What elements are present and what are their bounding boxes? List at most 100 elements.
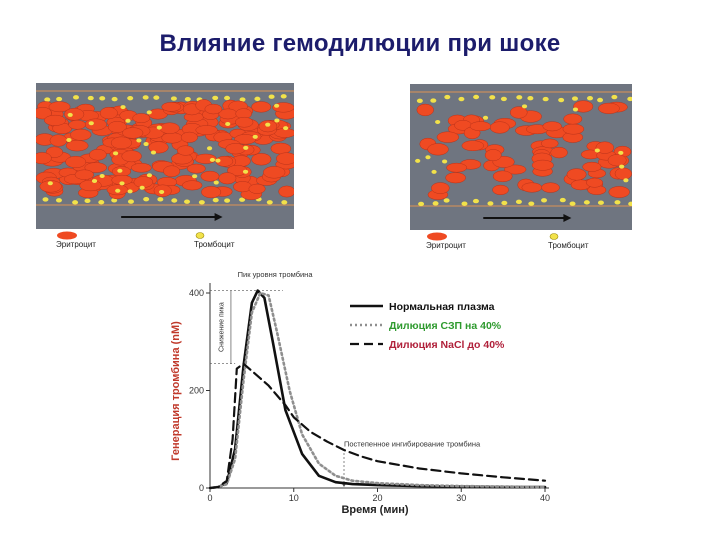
- erythrocyte: [510, 106, 528, 119]
- platelet: [571, 96, 578, 101]
- platelet-icon: [195, 232, 205, 239]
- platelet: [559, 197, 566, 203]
- erythrocyte: [122, 127, 144, 139]
- erythrocyte: [182, 180, 203, 191]
- platelet: [501, 200, 508, 206]
- platelet: [127, 199, 134, 204]
- erythrocyte: [531, 159, 554, 171]
- platelet: [542, 96, 549, 102]
- platelet: [198, 200, 205, 205]
- erythrocyte-icon: [57, 231, 77, 240]
- erythrocyte: [218, 172, 237, 185]
- platelet: [213, 180, 219, 185]
- platelet: [266, 200, 273, 205]
- platelet: [527, 96, 534, 101]
- platelet: [425, 155, 431, 160]
- x-tick-label: 20: [372, 493, 382, 503]
- series-line-1: [208, 289, 547, 490]
- platelet: [170, 96, 177, 101]
- platelet: [482, 115, 489, 120]
- platelet: [254, 96, 261, 102]
- erythrocyte: [48, 101, 71, 113]
- platelet: [418, 201, 425, 207]
- erythrocyte: [36, 106, 52, 120]
- erythrocyte: [68, 119, 86, 130]
- legend-rbc-label: Эритроцит: [56, 240, 96, 249]
- platelet: [541, 198, 548, 203]
- platelet: [281, 200, 288, 205]
- erythrocyte: [148, 141, 169, 154]
- erythrocyte: [278, 185, 294, 198]
- erythrocyte: [573, 100, 594, 113]
- erythrocyte: [461, 140, 484, 152]
- erythrocyte: [235, 116, 254, 128]
- erythrocyte: [598, 102, 620, 114]
- platelet: [119, 181, 125, 186]
- platelet: [619, 164, 625, 169]
- erythrocyte: [492, 184, 509, 195]
- platelet: [184, 96, 191, 102]
- erythrocyte: [65, 155, 87, 169]
- platelet: [516, 95, 523, 100]
- erythrocyte: [614, 167, 632, 180]
- platelet: [224, 198, 231, 203]
- platelet: [239, 97, 246, 102]
- platelet: [99, 96, 106, 101]
- platelet: [125, 118, 131, 123]
- platelet: [44, 97, 51, 102]
- erythrocyte: [445, 172, 466, 184]
- platelet: [444, 94, 451, 100]
- erythrocyte: [607, 154, 627, 167]
- thrombin-chart: 0 10 20 30 40 0 200 400 Пик уровня тромбина Сниж…: [158, 258, 558, 525]
- platelet: [242, 169, 249, 174]
- legend-platelet-label: Тромбоцит: [548, 241, 589, 250]
- platelet: [156, 125, 162, 130]
- platelet: [431, 169, 437, 174]
- erythrocyte: [195, 125, 218, 135]
- platelet: [212, 197, 219, 203]
- platelet: [99, 174, 105, 179]
- erythrocyte: [436, 131, 460, 143]
- platelet: [472, 198, 479, 204]
- erythrocyte: [204, 103, 223, 115]
- platelet: [171, 198, 178, 203]
- platelet: [139, 185, 145, 190]
- platelet: [239, 197, 246, 202]
- platelet: [146, 173, 153, 178]
- platelet: [569, 201, 576, 206]
- platelet: [209, 157, 216, 162]
- platelet: [628, 201, 632, 207]
- platelet: [224, 95, 231, 101]
- vessel-illustration-normal: Эритроцит Тромбоцит: [36, 83, 294, 249]
- platelet: [42, 197, 49, 202]
- platelet: [112, 151, 119, 156]
- platelet: [56, 96, 63, 102]
- platelet: [430, 98, 437, 103]
- platelet: [461, 201, 468, 206]
- erythrocyte: [225, 143, 246, 155]
- legend-label: Дилюция NaCl до 40%: [389, 339, 505, 351]
- platelet: [487, 201, 494, 206]
- erythrocyte: [582, 161, 602, 172]
- platelet: [415, 158, 421, 163]
- erythrocyte: [45, 146, 63, 158]
- annotation-inhibition: Постепенное ингибирование тромбина: [344, 440, 481, 449]
- platelet: [127, 95, 134, 101]
- platelet: [587, 95, 594, 101]
- platelet: [243, 145, 249, 150]
- erythrocyte: [595, 141, 614, 154]
- erythrocyte: [276, 152, 294, 165]
- platelet: [157, 197, 164, 202]
- vessel-diluted-canvas: [410, 84, 632, 230]
- erythrocyte: [431, 182, 450, 194]
- vessel-illustration-diluted: Эритроцит Тромбоцит: [410, 84, 632, 250]
- erythrocyte: [84, 162, 107, 173]
- platelet: [88, 121, 94, 126]
- platelet: [416, 98, 423, 104]
- platelet: [597, 97, 604, 103]
- erythrocyte: [74, 169, 94, 180]
- platelet: [432, 201, 439, 206]
- legend-platelet-label: Тромбоцит: [194, 240, 235, 249]
- platelet: [274, 103, 280, 108]
- platelet: [528, 201, 535, 206]
